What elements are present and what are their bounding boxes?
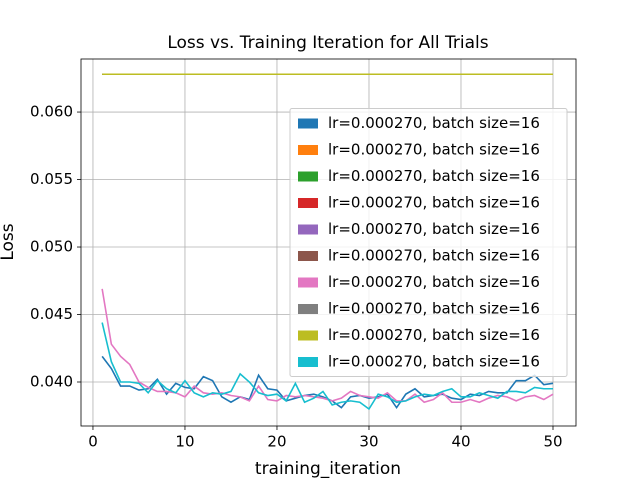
legend-swatch <box>298 330 318 341</box>
x-tick-label: 10 <box>175 433 194 451</box>
legend-swatch <box>298 145 318 155</box>
legend-swatch <box>298 357 318 367</box>
y-axis-label: Loss <box>0 223 18 260</box>
plot-frame <box>80 58 577 427</box>
legend-label: lr=0.000270, batch size=16 <box>328 167 540 185</box>
legend-label: lr=0.000270, batch size=16 <box>328 353 540 371</box>
legend-label: lr=0.000270, batch size=16 <box>328 300 540 318</box>
y-tick-label: 0.040 <box>30 372 73 390</box>
legend-swatch <box>298 277 318 288</box>
legend-swatch <box>298 251 318 261</box>
x-tick-label: 20 <box>267 433 286 451</box>
legend-label: lr=0.000270, batch size=16 <box>328 247 540 265</box>
x-tick-label: 30 <box>359 433 378 451</box>
x-tick-label: 0 <box>88 433 98 451</box>
legend-frame <box>289 108 568 377</box>
legend-swatch <box>298 304 318 314</box>
x-axis-label: training_iteration <box>255 459 401 479</box>
legend-label: lr=0.000270, batch size=16 <box>328 114 540 132</box>
legend-label: lr=0.000270, batch size=16 <box>328 273 540 291</box>
legend-swatch <box>298 118 318 129</box>
legend-label: lr=0.000270, batch size=16 <box>328 326 540 344</box>
legend-swatch <box>298 198 318 208</box>
legend-label: lr=0.000270, batch size=16 <box>328 141 540 159</box>
legend-label: lr=0.000270, batch size=16 <box>328 194 540 212</box>
legend-swatch <box>298 224 318 235</box>
legend-label: lr=0.000270, batch size=16 <box>328 220 540 238</box>
y-tick-label: 0.045 <box>30 305 73 323</box>
legend-swatch <box>298 171 318 182</box>
x-tick-label: 40 <box>451 433 470 451</box>
y-tick-label: 0.055 <box>30 170 73 188</box>
x-tick-label: 50 <box>543 433 562 451</box>
y-tick-label: 0.060 <box>30 103 73 121</box>
series-line <box>101 322 553 411</box>
chart-title: Loss vs. Training Iteration for All Tria… <box>167 33 488 53</box>
y-tick-label: 0.050 <box>30 238 73 256</box>
